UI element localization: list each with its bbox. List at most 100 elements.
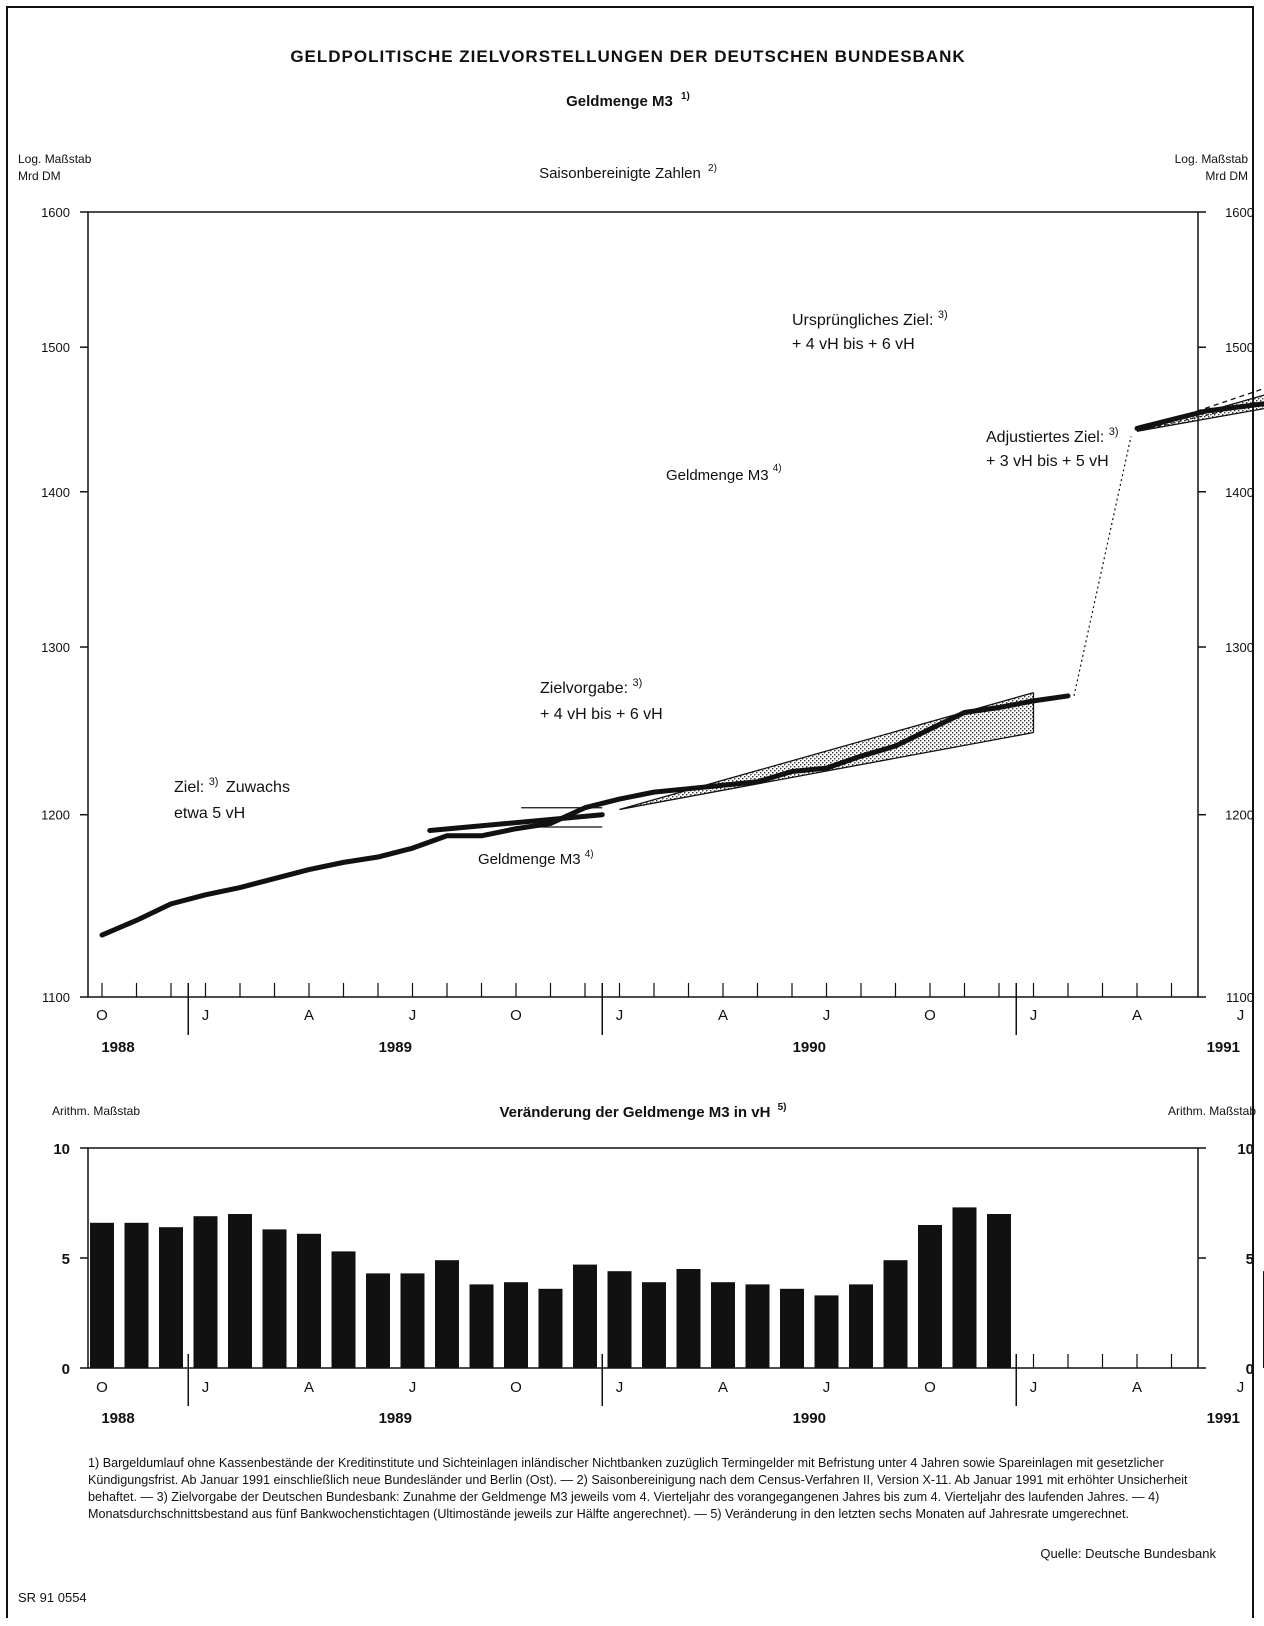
target-1991-adjusted-lower	[1136, 407, 1264, 432]
annotation-adj-ziel-1991-line2: + 3 vH bis + 5 vH	[986, 453, 1109, 470]
bar	[607, 1271, 632, 1368]
target-1989-arrow	[427, 812, 605, 833]
quarter-tick-label: O	[510, 1007, 522, 1024]
bar-y-tick-label-left: 10	[53, 1141, 70, 1158]
quarter-tick-label: O	[924, 1007, 936, 1024]
year-label: 1988	[101, 1410, 134, 1427]
bar	[297, 1233, 321, 1368]
bar	[538, 1288, 563, 1368]
bar-y-tick-label-right: 10	[1237, 1141, 1254, 1158]
quarter-tick-label: A	[718, 1379, 728, 1396]
year-label: 1990	[793, 1410, 826, 1427]
figure-code: SR 91 0554	[18, 1590, 87, 1605]
bottom-chart-title-fn: 5)	[778, 1102, 787, 1113]
y-tick-label-right: 1500	[1225, 340, 1254, 355]
bottom-chart-title-text: Veränderung der Geldmenge M3 in vH	[500, 1104, 771, 1121]
annotation-adj-ziel-1991: Adjustiertes Ziel: 3)	[986, 426, 1119, 446]
year-label: 1989	[379, 1039, 412, 1056]
series-m3-line-0	[99, 693, 1071, 938]
annotation-ziel-1989-rest: Zuwachs	[226, 779, 290, 796]
bar	[676, 1269, 701, 1368]
annotation-orig-ziel-1991-line2: + 4 vH bis + 6 vH	[792, 336, 915, 353]
target-1991-midline	[1136, 401, 1264, 432]
bar	[573, 1264, 597, 1368]
annotation-ziel-1989: Ziel: 3) Zuwachs	[174, 772, 290, 796]
top-chart-title-text: Saisonbereinigte Zahlen	[539, 165, 701, 182]
target-1990-lower	[619, 731, 1034, 811]
chart-canvas: GELDPOLITISCHE ZIELVORSTELLUNGEN DER DEU…	[18, 47, 1264, 1427]
bar	[642, 1282, 666, 1368]
figure-frame	[6, 6, 1254, 1618]
top-scale-note-left-2: Mrd DM	[18, 169, 61, 183]
y-tick-label-right: 1100	[1226, 990, 1254, 1005]
annotation-adj-ziel-1991-label: Adjustiertes Ziel:	[986, 429, 1104, 446]
y-tick-label-left: 1600	[41, 205, 70, 220]
quarter-tick-label: J	[616, 1379, 624, 1396]
quarter-tick-label: J	[202, 1379, 210, 1396]
quarter-tick-label: J	[1237, 1379, 1245, 1396]
quarter-tick-label: J	[409, 1379, 417, 1396]
bottom-scale-note-left: Arithm. Maßstab	[52, 1104, 140, 1118]
bar	[469, 1284, 494, 1368]
annotation-m3-1989-text: Geldmenge M3	[478, 851, 581, 868]
annotation-ziel-1989-line2: etwa 5 vH	[174, 805, 245, 822]
top-series	[99, 401, 1264, 938]
bar	[159, 1227, 183, 1368]
annotation-m3-1989: Geldmenge M3 4)	[478, 849, 594, 868]
figure-subtitle-fn: 1)	[681, 91, 690, 102]
annotation-m3-1989-fn: 4)	[585, 849, 594, 860]
bar	[711, 1282, 735, 1368]
bar	[90, 1222, 114, 1368]
quarter-tick-label: A	[718, 1007, 728, 1024]
annotation-m3-1990: Geldmenge M3 4)	[666, 463, 782, 484]
bar	[435, 1260, 459, 1368]
quarter-tick-label: O	[510, 1379, 522, 1396]
annotation-zielvorgabe-1990-label: Zielvorgabe:	[540, 680, 628, 697]
top-targets	[427, 387, 1264, 833]
annotation-orig-ziel-1991-label: Ursprüngliches Ziel:	[792, 312, 933, 329]
bar-y-tick-label-left: 5	[62, 1251, 70, 1268]
top-chart-title: Saisonbereinigte Zahlen 2)	[539, 163, 717, 182]
annotation-zielvorgabe-1990-fn: 3)	[633, 677, 643, 689]
bar	[952, 1207, 977, 1368]
year-label: 1990	[793, 1039, 826, 1056]
annotation-zielvorgabe-1990: Zielvorgabe: 3)	[540, 677, 642, 697]
series-break-connector	[1073, 436, 1132, 697]
year-label: 1991	[1207, 1410, 1240, 1427]
quarter-tick-label: J	[616, 1007, 624, 1024]
figure-title: GELDPOLITISCHE ZIELVORSTELLUNGEN DER DEU…	[290, 47, 965, 66]
bar	[814, 1295, 839, 1368]
bar-y-tick-label-right: 5	[1246, 1251, 1254, 1268]
top-scale-note-right-2: Mrd DM	[1205, 169, 1248, 183]
quarter-tick-label: A	[1132, 1379, 1142, 1396]
top-plot-frame	[87, 211, 1199, 998]
quarter-tick-label: J	[1030, 1007, 1038, 1024]
bar-y-tick-label-right: 0	[1246, 1361, 1254, 1378]
footnote: 1) Bargeldumlauf ohne Kassenbestände der…	[88, 1456, 1188, 1521]
annotation-orig-ziel-1991-fn: 3)	[938, 309, 948, 321]
annotation-adj-ziel-1991-fn: 3)	[1109, 426, 1119, 438]
bar	[124, 1222, 149, 1368]
y-tick-label-left: 1300	[41, 640, 70, 655]
quarter-tick-label: A	[1132, 1007, 1142, 1024]
quarter-tick-label: J	[409, 1007, 417, 1024]
quarter-tick-label: J	[1030, 1379, 1038, 1396]
quarter-tick-label: J	[823, 1007, 831, 1024]
series-m3-line-1	[1134, 401, 1264, 431]
bar	[918, 1225, 942, 1368]
bottom-chart-title: Veränderung der Geldmenge M3 in vH 5)	[500, 1102, 787, 1121]
bar	[331, 1251, 356, 1368]
top-chart-title-fn: 2)	[708, 163, 717, 174]
bar	[883, 1260, 908, 1368]
figure-subtitle: Geldmenge M3 1)	[566, 91, 690, 110]
year-label: 1989	[379, 1410, 412, 1427]
bar	[987, 1214, 1011, 1368]
quarter-tick-label: J	[202, 1007, 210, 1024]
annotation-orig-ziel-1991: Ursprüngliches Ziel: 3)	[792, 309, 948, 329]
annotation-zielvorgabe-1990-line2: + 4 vH bis + 6 vH	[540, 706, 663, 723]
y-tick-label-right: 1400	[1225, 485, 1254, 500]
quarter-tick-label: O	[96, 1007, 108, 1024]
y-tick-label-right: 1600	[1225, 205, 1254, 220]
annotation-m3-1990-text: Geldmenge M3	[666, 467, 769, 484]
bar	[193, 1216, 218, 1368]
